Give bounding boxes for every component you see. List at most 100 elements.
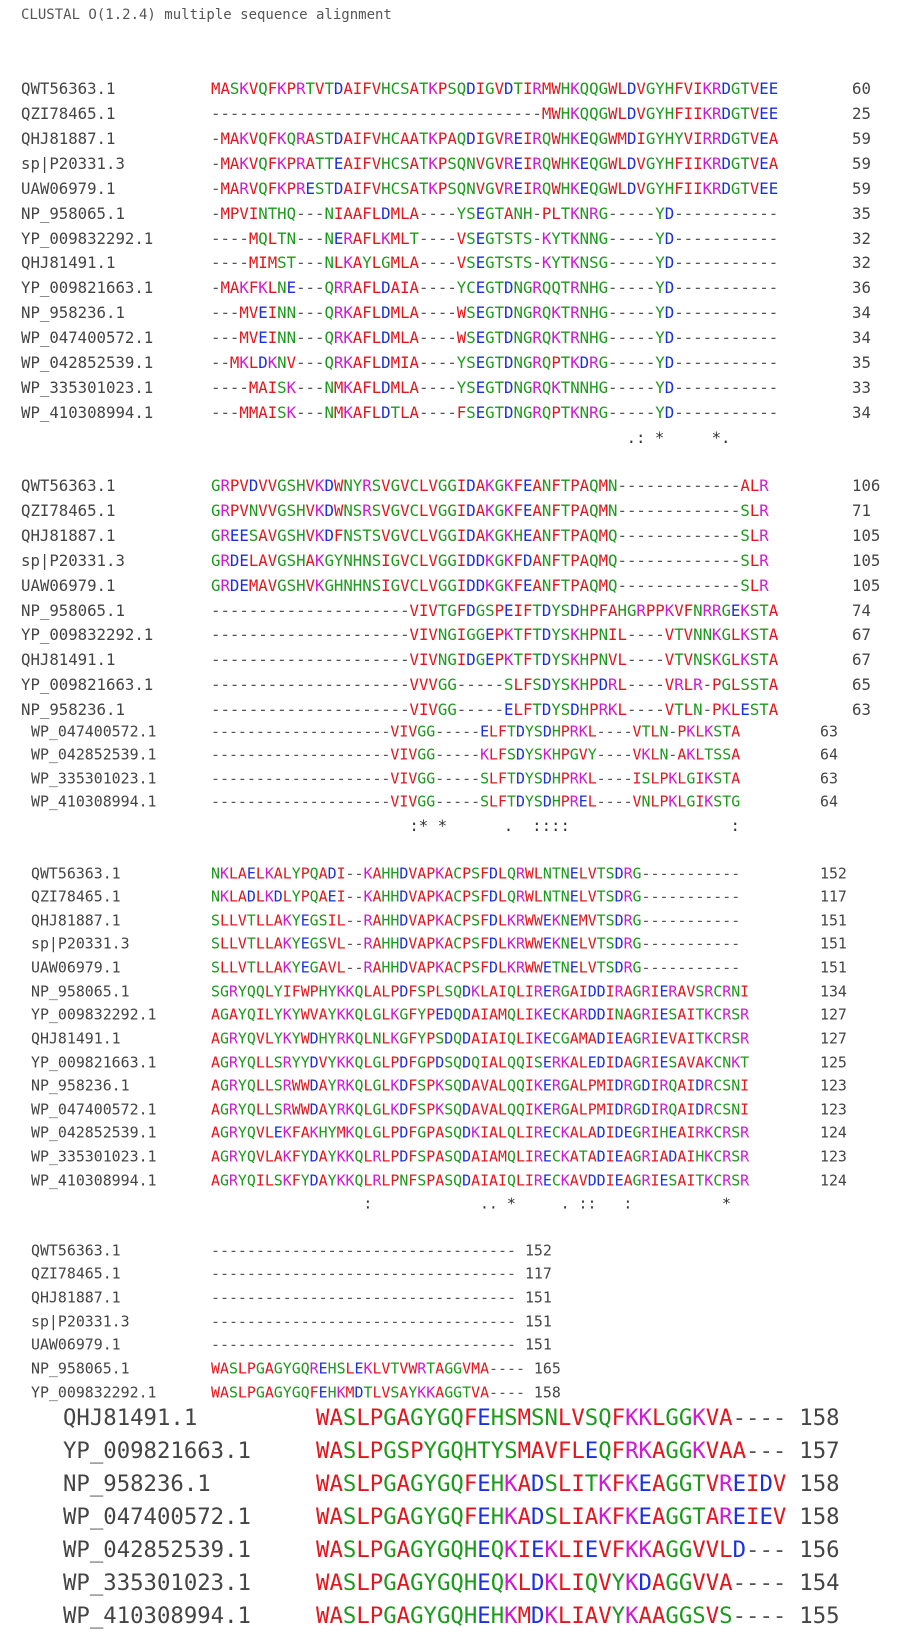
sequence-name: YP_009821663.1 <box>63 1437 251 1464</box>
residue: - <box>480 1241 490 1260</box>
residue: A <box>409 278 419 298</box>
residue: N <box>579 203 590 223</box>
residue: T <box>560 476 571 496</box>
residue: D <box>614 911 624 930</box>
residue: - <box>363 1336 373 1355</box>
residue: S <box>318 911 328 930</box>
residue: N <box>343 501 353 521</box>
residue: - <box>435 792 445 811</box>
residue: R <box>623 911 633 930</box>
residue: L <box>345 1359 355 1378</box>
residue: A <box>409 154 419 174</box>
residue: A <box>695 1053 705 1072</box>
residue: A <box>258 378 268 398</box>
residue: G <box>632 864 642 883</box>
residue: V <box>237 911 247 930</box>
residue: P <box>551 402 561 422</box>
residue: R <box>228 1147 238 1166</box>
residue: V <box>255 1029 265 1048</box>
residue: G <box>485 378 495 398</box>
residue: H <box>579 625 590 645</box>
sequence-name: WP_335301023.1 <box>63 1569 251 1596</box>
residue: I <box>418 650 429 670</box>
residue: H <box>589 328 599 348</box>
residue: D <box>721 79 731 99</box>
sequence-name: sp|P20331.3 <box>31 935 130 954</box>
residue: K <box>551 935 561 954</box>
residue: Q <box>589 178 599 198</box>
residue: I <box>650 1005 660 1024</box>
residue: V <box>456 228 467 248</box>
residue: G <box>522 402 533 422</box>
residue: Y <box>327 1171 337 1190</box>
residue: A <box>768 650 779 670</box>
residue: A <box>623 1171 633 1190</box>
residue: - <box>730 501 741 521</box>
residue: - <box>677 958 687 977</box>
residue: D <box>695 1100 705 1119</box>
residue: S <box>444 1100 454 1119</box>
residue: - <box>447 228 457 248</box>
residue: E <box>258 303 268 323</box>
residue: I <box>267 303 278 323</box>
residue: K <box>381 228 391 248</box>
residue: A <box>444 864 454 883</box>
residue: - <box>485 700 495 720</box>
residue: T <box>324 129 334 149</box>
residue: L <box>418 526 429 546</box>
residue: F <box>362 154 372 174</box>
residue: F <box>480 887 490 906</box>
residue: - <box>712 228 722 248</box>
residue: Q <box>354 1005 364 1024</box>
residue: G <box>560 1100 570 1119</box>
residue: R <box>372 1147 382 1166</box>
residue: - <box>721 501 731 521</box>
residue: T <box>494 278 505 298</box>
residue: P <box>426 1124 436 1143</box>
residue: L <box>695 722 705 741</box>
residue: V <box>664 625 675 645</box>
residue: K <box>363 1359 373 1378</box>
residue: - <box>447 104 457 124</box>
residue: M <box>598 476 609 496</box>
residue: I <box>522 129 533 149</box>
residue: D <box>664 328 675 348</box>
residue: K <box>435 864 445 883</box>
residue: G <box>410 1404 424 1431</box>
residue: P <box>437 79 448 99</box>
residue: - <box>352 600 363 620</box>
residue: - <box>305 303 315 323</box>
residue: P <box>560 722 570 741</box>
residue: M <box>390 378 401 398</box>
residue: G <box>678 1437 693 1464</box>
residue: - <box>345 1264 355 1283</box>
residue: - <box>363 1288 373 1307</box>
residue: Y <box>655 278 665 298</box>
residue: E <box>542 1029 552 1048</box>
residue: E <box>732 1470 746 1497</box>
residue: K <box>239 353 249 373</box>
residue: - <box>426 1241 436 1260</box>
residue: R <box>740 1147 750 1166</box>
residue: - <box>211 769 220 788</box>
residue: - <box>721 328 731 348</box>
residue: D <box>354 1383 364 1402</box>
residue: - <box>721 476 731 496</box>
residue: H <box>381 958 391 977</box>
residue: P <box>659 769 669 788</box>
residue: V <box>418 675 429 695</box>
residue: H <box>490 1602 505 1629</box>
residue: S <box>533 769 543 788</box>
residue: S <box>713 745 723 764</box>
residue: A <box>740 476 750 496</box>
residue: - <box>336 1241 346 1260</box>
residue: - <box>229 228 240 248</box>
sequence-name: WP_042852539.1 <box>31 745 157 764</box>
residue: - <box>255 745 265 764</box>
residue: - <box>695 958 705 977</box>
residue: P <box>462 864 472 883</box>
residue: W <box>300 982 310 1001</box>
sequence: ---------------------VIVGG-----ELFTDYSDH… <box>211 702 778 718</box>
residue: - <box>248 675 259 695</box>
residue: - <box>759 1536 773 1563</box>
